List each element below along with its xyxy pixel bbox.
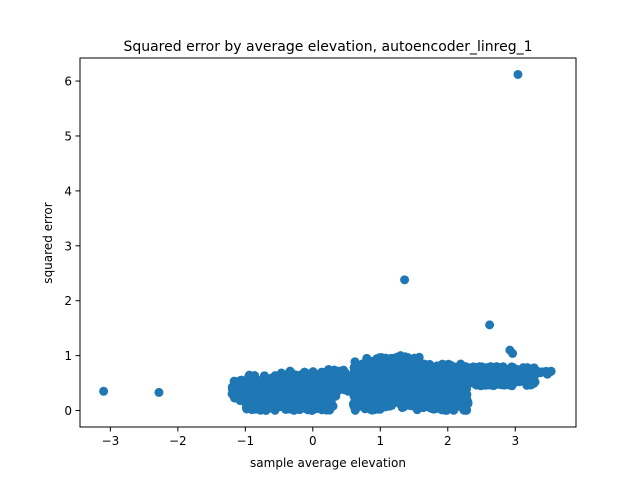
data-point — [277, 396, 287, 406]
data-point — [247, 400, 256, 410]
data-point-outlier — [396, 351, 406, 361]
data-point — [248, 392, 258, 402]
y-tick-label: 4 — [64, 184, 72, 198]
data-point — [436, 392, 446, 402]
data-point — [350, 405, 360, 415]
data-point — [401, 385, 411, 395]
data-point — [241, 387, 251, 397]
data-point — [402, 400, 412, 410]
data-point — [261, 405, 271, 415]
data-point — [335, 378, 345, 388]
data-point — [370, 366, 380, 376]
chart-title: Squared error by average elevation, auto… — [123, 39, 532, 55]
x-tick-label: 1 — [376, 434, 384, 448]
y-axis-label: squared error — [41, 202, 55, 283]
data-point — [306, 401, 316, 411]
y-tick-label: 6 — [64, 75, 72, 89]
data-point — [513, 365, 523, 375]
data-point — [483, 377, 493, 387]
data-point — [413, 390, 423, 400]
data-point — [455, 377, 465, 387]
data-point — [521, 373, 531, 383]
data-point — [370, 356, 380, 366]
data-point — [437, 359, 447, 369]
data-point — [258, 383, 268, 393]
data-point — [455, 371, 465, 381]
data-point — [447, 364, 457, 374]
data-point — [420, 395, 430, 405]
data-point — [235, 379, 245, 389]
x-tick-label: 3 — [511, 434, 519, 448]
data-point — [427, 394, 436, 404]
data-point — [448, 402, 458, 412]
data-point — [445, 373, 455, 383]
data-point — [497, 372, 507, 382]
data-point — [279, 380, 289, 390]
data-point — [328, 375, 338, 385]
data-point — [329, 365, 339, 375]
data-point-outlier — [154, 387, 164, 397]
data-point — [463, 397, 473, 407]
data-point — [378, 360, 388, 370]
data-point — [291, 370, 301, 380]
x-tick-label: −3 — [102, 434, 120, 448]
data-point — [342, 371, 352, 381]
data-point — [326, 402, 336, 412]
data-point — [427, 404, 437, 414]
data-point — [413, 378, 423, 388]
data-point — [320, 386, 330, 396]
y-tick-label: 2 — [64, 294, 72, 308]
data-point — [317, 367, 327, 377]
data-point — [390, 378, 400, 388]
x-tick-label: 0 — [309, 434, 317, 448]
data-point — [508, 375, 518, 385]
data-point-outlier — [400, 275, 410, 285]
data-point — [228, 382, 238, 392]
data-point — [427, 366, 437, 376]
y-axis-ticks: 0 1 2 3 4 5 6 — [64, 75, 80, 418]
y-tick-label: 1 — [64, 349, 72, 363]
data-point — [383, 354, 393, 364]
data-point — [315, 397, 325, 407]
data-point — [266, 377, 276, 387]
x-axis-label: sample average elevation — [250, 456, 406, 470]
data-point-outlier — [485, 320, 495, 330]
x-axis-ticks: −3 −2 −1 0 1 2 3 — [102, 427, 519, 448]
data-points — [99, 69, 556, 415]
data-point — [397, 357, 407, 367]
data-point — [481, 366, 491, 376]
data-point — [294, 381, 304, 391]
data-point — [304, 394, 313, 404]
data-point — [299, 367, 309, 377]
data-point — [416, 361, 426, 371]
y-tick-label: 3 — [64, 239, 72, 253]
data-point — [458, 403, 468, 413]
data-point-outlier — [362, 353, 372, 363]
data-point — [541, 366, 551, 376]
plot-frame — [79, 57, 577, 428]
data-point — [372, 396, 382, 406]
y-tick-label: 0 — [64, 404, 72, 418]
x-tick-label: −2 — [169, 434, 187, 448]
y-tick-label: 5 — [64, 129, 72, 143]
data-point-outlier — [513, 69, 523, 79]
data-point — [302, 378, 312, 388]
data-point — [419, 386, 429, 396]
x-tick-label: 2 — [444, 434, 452, 448]
data-point — [333, 386, 343, 396]
data-point — [279, 372, 289, 382]
data-point — [243, 372, 253, 382]
data-point-outlier — [508, 348, 518, 358]
data-point — [294, 403, 304, 413]
data-point-outlier — [99, 386, 109, 396]
data-point — [262, 398, 272, 408]
x-tick-label: −1 — [236, 434, 254, 448]
data-point — [356, 391, 366, 401]
data-point — [356, 379, 366, 389]
data-point — [369, 377, 379, 387]
data-point — [292, 396, 302, 406]
